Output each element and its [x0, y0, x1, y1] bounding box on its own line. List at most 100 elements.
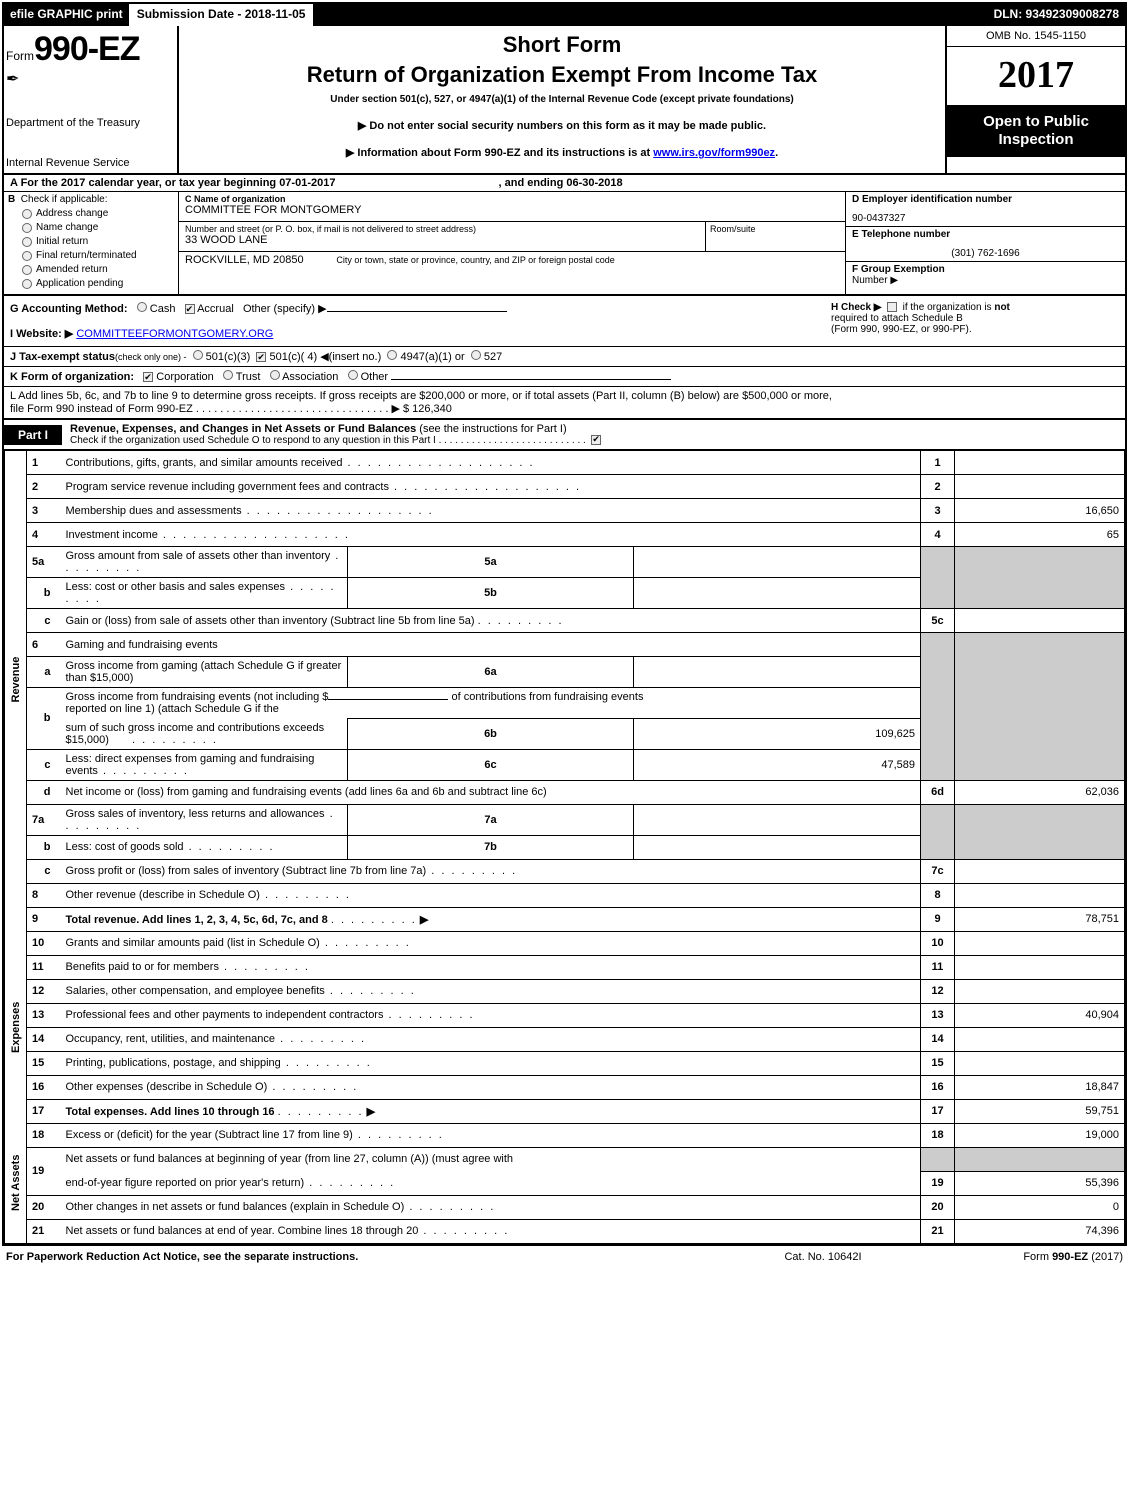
line-6d-num: 6d [921, 780, 955, 804]
line-19-num: 19 [921, 1171, 955, 1195]
line-4-desc: Investment income [61, 523, 921, 547]
line-6d-val: 62,036 [955, 780, 1125, 804]
sidebar-slot [5, 907, 27, 931]
opt-name-change[interactable]: Name change [22, 222, 174, 233]
form-title: Return of Organization Exempt From Incom… [187, 62, 937, 88]
line-7b-innum: 7b [347, 835, 634, 859]
opt-amended-return[interactable]: Amended return [22, 264, 174, 275]
phone-value: (301) 762-1696 [852, 248, 1119, 259]
radio-icon[interactable] [387, 350, 397, 360]
radio-icon[interactable] [270, 370, 280, 380]
dept-line1: Department of the Treasury [6, 117, 175, 129]
line-num: d [27, 780, 61, 804]
form-number: 990-EZ [34, 30, 140, 68]
line-13-desc: Professional fees and other payments to … [61, 1003, 921, 1027]
radio-icon[interactable] [137, 302, 147, 312]
line-num: b [27, 578, 61, 609]
line-10-num: 10 [921, 931, 955, 955]
c-label: C Name of organization [185, 194, 286, 204]
part1-table: Revenue 1 Contributions, gifts, grants, … [4, 450, 1125, 1244]
line-19-desc2: end-of-year figure reported on prior yea… [61, 1171, 921, 1195]
line-7a-innum: 7a [347, 804, 634, 835]
g-other: Other (specify) ▶ [243, 303, 327, 315]
line-20-val: 0 [955, 1195, 1125, 1219]
table-row: 4 Investment income 4 65 [5, 523, 1125, 547]
line-5b-desc: Less: cost or other basis and sales expe… [61, 578, 348, 609]
checkbox-icon[interactable] [185, 304, 195, 314]
table-row: 15 Printing, publications, postage, and … [5, 1051, 1125, 1075]
checkbox-icon[interactable] [591, 435, 601, 445]
f-label: F Group Exemption [852, 264, 945, 275]
line-18-val: 19,000 [955, 1123, 1125, 1147]
line-13-num: 13 [921, 1003, 955, 1027]
line-num: 18 [27, 1123, 61, 1147]
opt-application-pending[interactable]: Application pending [22, 278, 174, 289]
footer-mid: Cat. No. 10642I [723, 1251, 923, 1263]
line-14-val [955, 1027, 1125, 1051]
line-num: 15 [27, 1051, 61, 1075]
part1-title: Revenue, Expenses, and Changes in Net As… [70, 423, 416, 435]
expenses-sidebar: Expenses [5, 931, 27, 1123]
grey-cell [921, 633, 955, 781]
radio-icon[interactable] [348, 370, 358, 380]
line-5c-num: 5c [921, 609, 955, 633]
opt-address-change[interactable]: Address change [22, 208, 174, 219]
line-j: J Tax-exempt status(check only one) - 50… [4, 347, 1125, 367]
omb-number: OMB No. 1545-1150 [947, 26, 1125, 47]
room-suite-label: Room/suite [705, 222, 845, 251]
g-label: G Accounting Method: [10, 303, 128, 315]
opt-final-return[interactable]: Final return/terminated [22, 250, 174, 261]
l-text1: L Add lines 5b, 6c, and 7b to line 9 to … [10, 390, 832, 402]
radio-icon[interactable] [471, 350, 481, 360]
line-num: 11 [27, 955, 61, 979]
website-link[interactable]: COMMITTEEFORMONTGOMERY.ORG [76, 328, 273, 340]
radio-icon [22, 237, 32, 247]
i-label: I Website: ▶ [10, 328, 73, 340]
line-19-val: 55,396 [955, 1171, 1125, 1195]
entity-grid: B Check if applicable: Address change Na… [4, 192, 1125, 294]
irs-link[interactable]: www.irs.gov/form990ez [653, 147, 775, 159]
line-num: 4 [27, 523, 61, 547]
line-17-desc: Total expenses. Add lines 10 through 16 … [61, 1099, 921, 1123]
line-3-desc: Membership dues and assessments [61, 499, 921, 523]
table-row: 17 Total expenses. Add lines 10 through … [5, 1099, 1125, 1123]
org-name: COMMITTEE FOR MONTGOMERY [185, 204, 839, 216]
table-row: c Gross profit or (loss) from sales of i… [5, 859, 1125, 883]
radio-icon [22, 279, 32, 289]
table-row: Net Assets 18 Excess or (deficit) for th… [5, 1123, 1125, 1147]
line-7c-desc: Gross profit or (loss) from sales of inv… [61, 859, 921, 883]
line-2-val [955, 475, 1125, 499]
line-7b-inval [634, 835, 921, 859]
table-row: 13 Professional fees and other payments … [5, 1003, 1125, 1027]
line-16-num: 16 [921, 1075, 955, 1099]
checkbox-icon[interactable] [887, 302, 897, 312]
line-num: 6 [27, 633, 61, 657]
radio-icon[interactable] [223, 370, 233, 380]
line-15-desc: Printing, publications, postage, and shi… [61, 1051, 921, 1075]
line-16-val: 18,847 [955, 1075, 1125, 1099]
checkbox-icon[interactable] [256, 352, 266, 362]
line-num: 3 [27, 499, 61, 523]
line-3-val: 16,650 [955, 499, 1125, 523]
grey-cell [921, 547, 955, 609]
checkbox-icon[interactable] [143, 372, 153, 382]
line-16-desc: Other expenses (describe in Schedule O) [61, 1075, 921, 1099]
radio-icon [22, 223, 32, 233]
part1-header: Part I Revenue, Expenses, and Changes in… [4, 418, 1125, 450]
line-3-num: 3 [921, 499, 955, 523]
line-num: 19 [27, 1147, 61, 1195]
e-label: E Telephone number [852, 229, 950, 240]
line-21-val: 74,396 [955, 1219, 1125, 1243]
table-row: c Gain or (loss) from sale of assets oth… [5, 609, 1125, 633]
addr-value: 33 WOOD LANE [185, 234, 699, 246]
radio-icon[interactable] [193, 350, 203, 360]
form-prefix: Form [6, 49, 34, 63]
line-17-val: 59,751 [955, 1099, 1125, 1123]
line-num: a [27, 657, 61, 688]
opt-initial-return[interactable]: Initial return [22, 236, 174, 247]
table-row: Expenses 10 Grants and similar amounts p… [5, 931, 1125, 955]
h-text2: required to attach Schedule B [831, 313, 963, 324]
info-note-pre: ▶ Information about Form 990-EZ and its … [346, 147, 653, 159]
line-num: 5a [27, 547, 61, 578]
line-num: 12 [27, 979, 61, 1003]
